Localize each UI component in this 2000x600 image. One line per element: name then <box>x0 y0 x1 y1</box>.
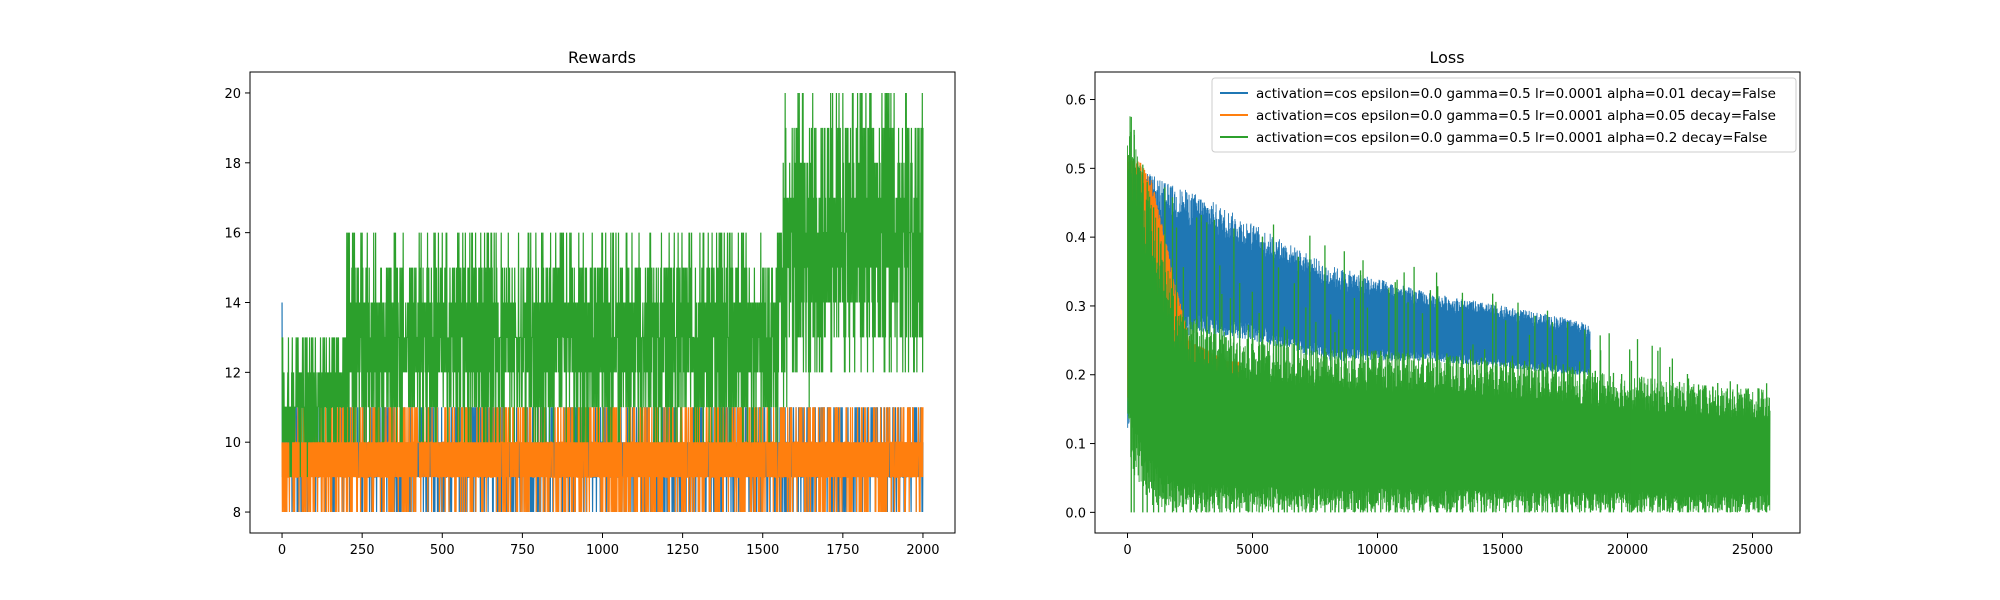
loss-axes-frame <box>1094 71 1801 534</box>
legend-label: activation=cos epsilon=0.0 gamma=0.5 lr=… <box>1256 108 1776 124</box>
loss-ticks: 0 5000 10000 15000 20000 25000 0.0 0.1 0.2 0.3 0.4… <box>1065 94 1773 558</box>
x-tick-label: 15000 <box>1482 543 1523 558</box>
series-spikes-2 <box>1130 116 1768 513</box>
x-tick-label: 0 <box>278 543 286 558</box>
y-tick-label: 18 <box>224 157 241 172</box>
y-tick-label: 10 <box>224 436 241 451</box>
x-tick-label: 1250 <box>666 543 699 558</box>
y-tick-label: 12 <box>224 366 241 381</box>
series-line-2 <box>1127 116 1771 513</box>
rewards-chart: Rewards 0 250 500 750 1000 1250 1500 1750 2000 8 1… <box>224 48 956 558</box>
rewards-plot-area <box>281 92 924 513</box>
x-tick-label: 2000 <box>906 543 939 558</box>
loss-title: Loss <box>1429 48 1464 67</box>
loss-chart: Loss 0 5000 10000 15000 20000 250000.00.10.20… <box>1065 48 1801 558</box>
legend-label: activation=cos epsilon=0.0 gamma=0.5 lr=… <box>1256 130 1767 146</box>
series-line-2 <box>281 92 924 478</box>
loss-legend: activation=cos epsilon=0.0 gamma=0.5 lr=… <box>1211 77 1797 153</box>
y-tick-label: 0.0 <box>1065 506 1086 521</box>
x-tick-label: 500 <box>430 543 455 558</box>
y-tick-label: 14 <box>224 297 241 312</box>
x-tick-label: 1000 <box>586 543 619 558</box>
series-line-0 <box>1127 170 1591 428</box>
x-tick-label: 750 <box>510 543 535 558</box>
y-tick-label: 0.2 <box>1065 369 1086 384</box>
x-tick-label: 250 <box>350 543 375 558</box>
y-tick-label: 0.5 <box>1065 162 1086 177</box>
y-tick-label: 0.6 <box>1065 94 1086 109</box>
x-tick-label: 5000 <box>1236 543 1269 558</box>
y-tick-label: 0.3 <box>1065 300 1086 315</box>
x-tick-label: 25000 <box>1732 543 1773 558</box>
y-tick-label: 8 <box>233 506 241 521</box>
x-tick-label: 0 <box>1123 543 1131 558</box>
rewards-title: Rewards <box>568 48 636 67</box>
y-tick-label: 0.4 <box>1065 231 1086 246</box>
x-tick-label: 1500 <box>746 543 779 558</box>
legend-label: activation=cos epsilon=0.0 gamma=0.5 lr=… <box>1256 86 1776 102</box>
x-tick-label: 20000 <box>1607 543 1648 558</box>
y-tick-label: 0.1 <box>1065 438 1086 453</box>
y-tick-label: 16 <box>224 227 241 242</box>
loss-plot-area <box>1127 116 1771 513</box>
x-tick-label: 10000 <box>1357 543 1398 558</box>
rewards-ticks: 0 250 500 750 1000 1250 1500 1750 2000 8 10 12 14 16 1… <box>224 87 939 558</box>
x-tick-label: 1750 <box>826 543 859 558</box>
y-tick-label: 20 <box>224 87 241 102</box>
legend-box <box>1211 77 1797 153</box>
